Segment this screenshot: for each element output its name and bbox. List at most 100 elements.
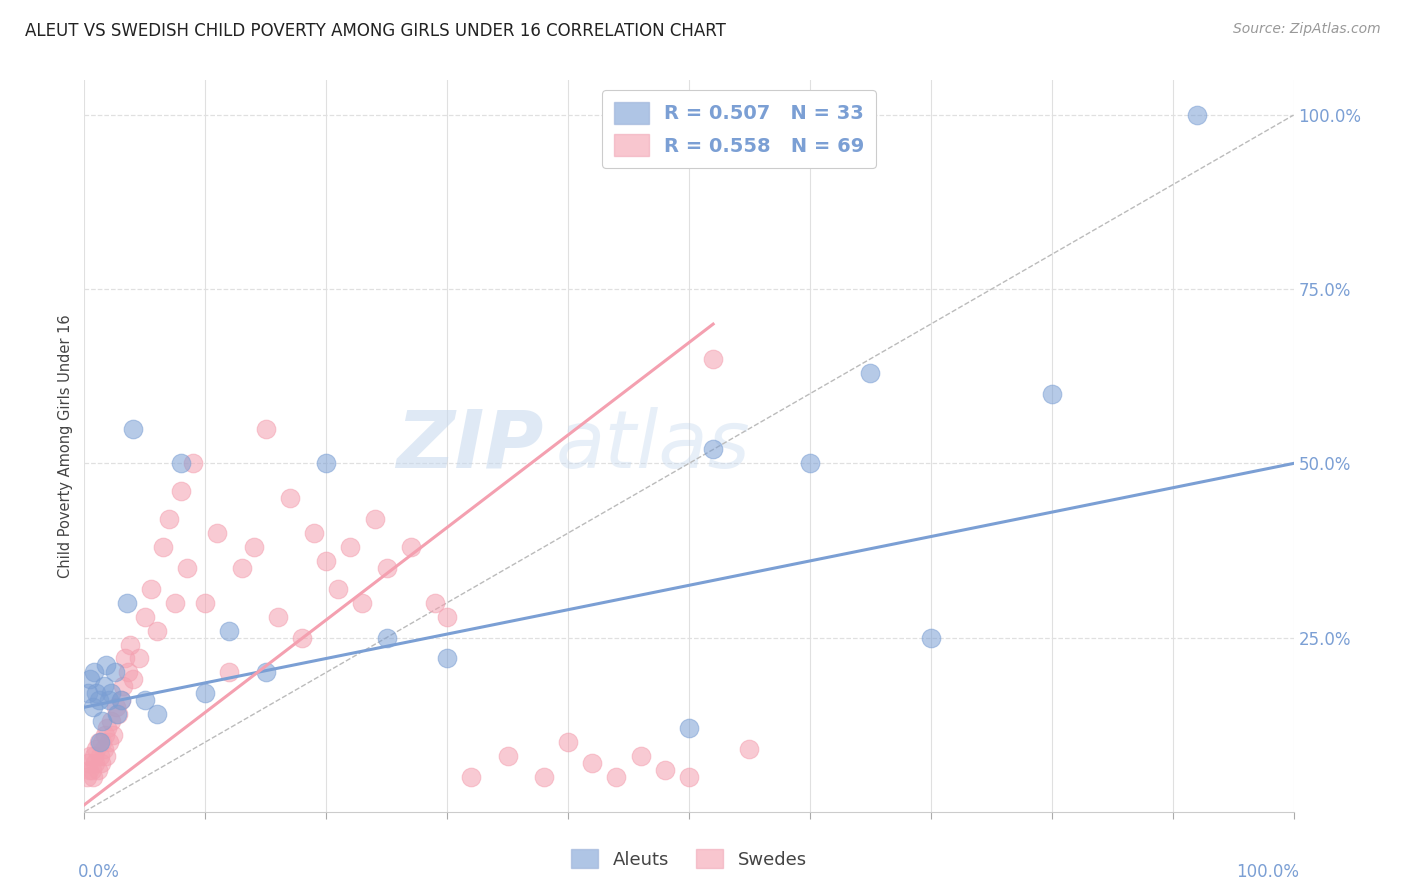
Point bbox=[678, 770, 700, 784]
Point bbox=[94, 728, 117, 742]
Point bbox=[94, 749, 117, 764]
Point bbox=[114, 651, 136, 665]
Text: 100.0%: 100.0% bbox=[1236, 863, 1299, 881]
Point bbox=[181, 457, 204, 471]
Point bbox=[86, 742, 108, 756]
Point bbox=[83, 749, 105, 764]
Point bbox=[738, 742, 761, 756]
Text: ZIP: ZIP bbox=[396, 407, 544, 485]
Point bbox=[89, 749, 111, 764]
Point bbox=[128, 651, 150, 665]
Point bbox=[291, 631, 314, 645]
Point bbox=[267, 609, 290, 624]
Text: ALEUT VS SWEDISH CHILD POVERTY AMONG GIRLS UNDER 16 CORRELATION CHART: ALEUT VS SWEDISH CHILD POVERTY AMONG GIR… bbox=[25, 22, 725, 40]
Point bbox=[242, 540, 264, 554]
Point bbox=[152, 540, 174, 554]
Point bbox=[315, 554, 337, 568]
Point bbox=[170, 457, 193, 471]
Point bbox=[80, 763, 103, 777]
Point bbox=[146, 624, 169, 638]
Y-axis label: Child Poverty Among Girls Under 16: Child Poverty Among Girls Under 16 bbox=[58, 314, 73, 578]
Point bbox=[254, 665, 277, 680]
Point bbox=[399, 540, 422, 554]
Point bbox=[77, 686, 100, 700]
Point bbox=[436, 609, 458, 624]
Point bbox=[352, 596, 374, 610]
Point bbox=[91, 735, 114, 749]
Point bbox=[630, 749, 652, 764]
Point bbox=[120, 638, 142, 652]
Point bbox=[165, 596, 187, 610]
Point bbox=[207, 526, 229, 541]
Text: 0.0%: 0.0% bbox=[79, 863, 120, 881]
Point bbox=[605, 770, 627, 784]
Point bbox=[302, 526, 325, 541]
Point bbox=[678, 721, 700, 735]
Point bbox=[134, 693, 156, 707]
Point bbox=[100, 714, 122, 728]
Point bbox=[654, 763, 676, 777]
Point bbox=[328, 582, 350, 596]
Point bbox=[859, 366, 882, 380]
Point bbox=[110, 693, 132, 707]
Point bbox=[339, 540, 361, 554]
Point bbox=[77, 763, 100, 777]
Point bbox=[117, 665, 139, 680]
Point bbox=[110, 693, 132, 707]
Point bbox=[76, 770, 98, 784]
Point bbox=[920, 631, 942, 645]
Point bbox=[460, 770, 482, 784]
Point bbox=[121, 673, 143, 687]
Point bbox=[86, 763, 108, 777]
Point bbox=[104, 665, 127, 680]
Point bbox=[1185, 108, 1208, 122]
Point bbox=[702, 351, 724, 366]
Point bbox=[139, 582, 162, 596]
Point bbox=[107, 707, 129, 722]
Point bbox=[702, 442, 724, 457]
Point bbox=[176, 561, 198, 575]
Point bbox=[97, 735, 120, 749]
Point bbox=[115, 596, 138, 610]
Point bbox=[79, 749, 101, 764]
Point bbox=[97, 693, 120, 707]
Text: atlas: atlas bbox=[555, 407, 751, 485]
Point bbox=[315, 457, 337, 471]
Point bbox=[533, 770, 555, 784]
Point bbox=[79, 673, 101, 687]
Point bbox=[87, 735, 110, 749]
Point bbox=[496, 749, 519, 764]
Point bbox=[194, 596, 217, 610]
Point bbox=[375, 631, 398, 645]
Point bbox=[93, 679, 115, 693]
Point bbox=[87, 693, 110, 707]
Point bbox=[423, 596, 446, 610]
Point bbox=[157, 512, 180, 526]
Point bbox=[581, 756, 603, 770]
Point bbox=[96, 721, 118, 735]
Point bbox=[218, 624, 240, 638]
Point bbox=[557, 735, 579, 749]
Point bbox=[799, 457, 821, 471]
Point bbox=[93, 742, 115, 756]
Point bbox=[146, 707, 169, 722]
Legend: Aleuts, Swedes: Aleuts, Swedes bbox=[564, 842, 814, 876]
Point bbox=[94, 658, 117, 673]
Point bbox=[278, 491, 301, 506]
Point bbox=[112, 679, 135, 693]
Point bbox=[103, 728, 125, 742]
Point bbox=[84, 756, 107, 770]
Point bbox=[105, 707, 128, 722]
Point bbox=[82, 700, 104, 714]
Point bbox=[89, 735, 111, 749]
Point bbox=[436, 651, 458, 665]
Point bbox=[170, 484, 193, 499]
Point bbox=[82, 770, 104, 784]
Point bbox=[375, 561, 398, 575]
Point bbox=[104, 700, 127, 714]
Point bbox=[86, 686, 108, 700]
Point bbox=[1040, 386, 1063, 401]
Point bbox=[218, 665, 240, 680]
Point bbox=[363, 512, 385, 526]
Point bbox=[134, 609, 156, 624]
